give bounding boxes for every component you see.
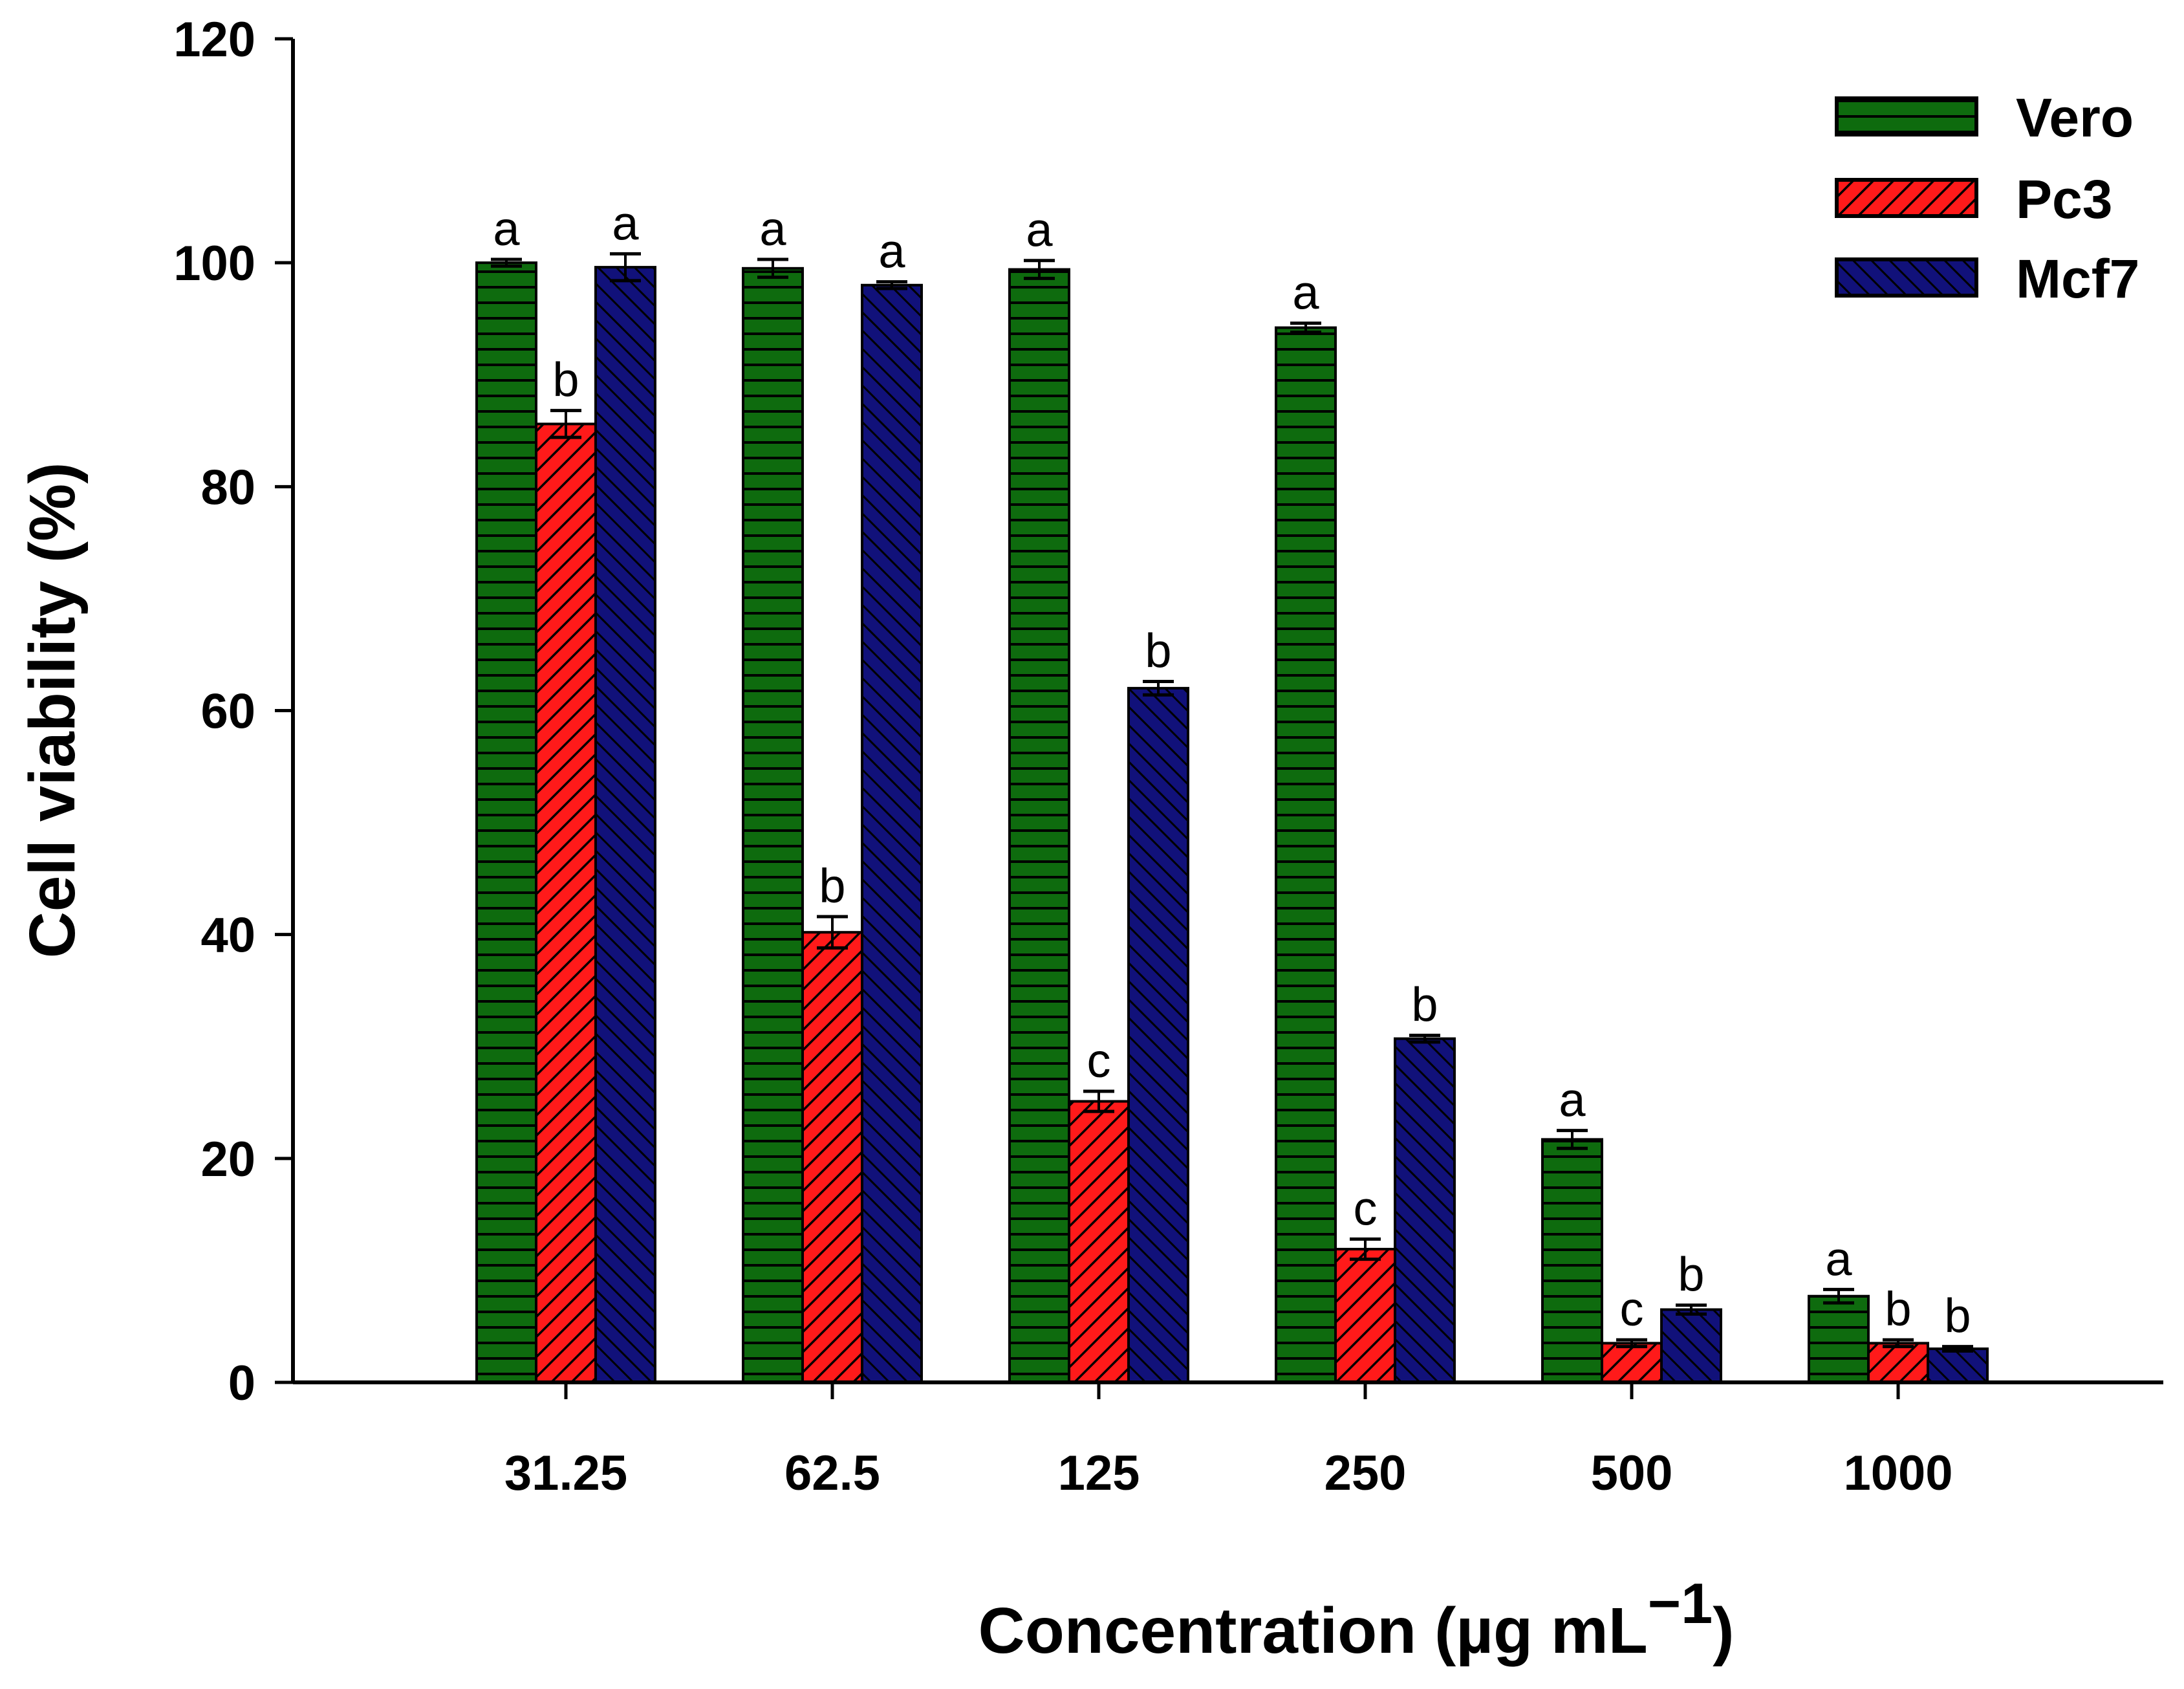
- sig-label-pc3-4: c: [1620, 1282, 1644, 1336]
- bar-vero-1: [742, 267, 804, 1384]
- x-axis-title: Concentration (µg mL−1): [978, 1571, 1734, 1667]
- error-bar-vero-5: [1823, 1287, 1854, 1305]
- error-bar-pc3-4: [1616, 1338, 1647, 1349]
- sig-label-vero-5: a: [1825, 1232, 1852, 1285]
- sig-label-pc3-2: c: [1087, 1034, 1111, 1087]
- y-tick-label-4: 80: [200, 460, 255, 515]
- sig-label-pc3-5: b: [1885, 1282, 1911, 1336]
- error-bar-vero-4: [1557, 1129, 1588, 1150]
- error-bar-pc3-0: [550, 409, 581, 439]
- sig-label-vero-3: a: [1292, 266, 1319, 320]
- bar-vero-3: [1275, 326, 1337, 1384]
- legend-swatch-vero: [1835, 96, 1978, 136]
- sig-label-pc3-1: b: [819, 859, 845, 913]
- y-tick-label-2: 40: [200, 908, 255, 963]
- legend: Vero Pc3 Mcf7: [1835, 87, 2139, 309]
- x-tick-label-0: 31.25: [504, 1446, 627, 1501]
- y-tick-label-5: 100: [173, 236, 255, 291]
- x-axis-title-superscript: −1: [1648, 1571, 1713, 1635]
- sig-label-vero-4: a: [1559, 1073, 1586, 1127]
- legend-label-vero: Vero: [2016, 87, 2134, 148]
- bar-pc3-1: [801, 931, 863, 1384]
- error-bar-pc3-5: [1883, 1338, 1914, 1349]
- y-tick-label-1: 20: [200, 1132, 255, 1187]
- sig-label-vero-2: a: [1026, 203, 1053, 257]
- error-bar-vero-1: [757, 257, 788, 279]
- legend-swatch-mcf7: [1835, 257, 1978, 298]
- bar-vero-2: [1008, 268, 1070, 1384]
- x-axis-title-main: Concentration (µg mL: [978, 1595, 1647, 1667]
- x-tick-label-1: 62.5: [784, 1446, 880, 1501]
- error-bar-vero-3: [1290, 321, 1321, 334]
- legend-label-pc3: Pc3: [2016, 169, 2112, 230]
- y-ticks-layer: 0 20 40 60 80 100 120: [173, 12, 293, 1411]
- error-bar-mcf7-5: [1942, 1345, 1973, 1353]
- error-bar-vero-2: [1024, 259, 1055, 280]
- bar-pc3-3: [1334, 1248, 1396, 1384]
- x-tick-label-3: 250: [1324, 1446, 1407, 1501]
- sig-label-pc3-3: c: [1354, 1181, 1378, 1235]
- sig-label-mcf7-4: b: [1678, 1248, 1704, 1302]
- x-tick-label-4: 500: [1591, 1446, 1673, 1501]
- bars-layer: [475, 261, 1989, 1384]
- error-bar-pc3-2: [1083, 1089, 1114, 1113]
- error-bar-pc3-3: [1350, 1237, 1381, 1261]
- y-tick-label-6: 120: [173, 12, 255, 67]
- x-axis-title-close: ): [1713, 1595, 1734, 1667]
- x-tick-label-5: 1000: [1843, 1446, 1952, 1501]
- error-bar-mcf7-2: [1143, 679, 1174, 697]
- bar-pc3-0: [535, 422, 597, 1384]
- error-bars-layer: [491, 252, 1973, 1353]
- bar-mcf7-2: [1127, 686, 1189, 1384]
- error-bar-mcf7-4: [1676, 1303, 1707, 1316]
- error-bar-mcf7-0: [610, 252, 641, 283]
- bar-vero-0: [475, 261, 537, 1384]
- bar-pc3-5: [1867, 1342, 1929, 1384]
- bar-pc3-2: [1068, 1100, 1130, 1384]
- y-tick-label-3: 60: [200, 684, 255, 739]
- sig-label-vero-0: a: [493, 202, 520, 256]
- bar-mcf7-5: [1927, 1347, 1989, 1384]
- sig-label-mcf7-1: a: [878, 224, 905, 278]
- x-ticks-layer: 31.25 62.5 125 250 500 1000: [504, 1382, 1953, 1501]
- error-bar-mcf7-3: [1409, 1033, 1440, 1044]
- legend-label-mcf7: Mcf7: [2016, 248, 2139, 309]
- bar-mcf7-1: [861, 283, 923, 1384]
- bar-vero-5: [1808, 1294, 1870, 1384]
- error-bar-vero-0: [491, 257, 522, 268]
- sig-label-vero-1: a: [759, 202, 786, 256]
- bar-mcf7-0: [594, 266, 656, 1384]
- legend-swatch-pc3: [1835, 178, 1978, 218]
- error-bar-pc3-1: [817, 915, 848, 950]
- bar-vero-4: [1541, 1138, 1603, 1384]
- sig-label-mcf7-0: a: [612, 196, 639, 250]
- bar-pc3-4: [1601, 1342, 1663, 1384]
- bar-mcf7-3: [1394, 1037, 1456, 1384]
- bar-mcf7-4: [1660, 1308, 1722, 1384]
- error-bar-mcf7-1: [876, 280, 907, 290]
- sig-label-mcf7-3: b: [1411, 977, 1438, 1031]
- x-tick-label-2: 125: [1058, 1446, 1140, 1501]
- y-tick-label-0: 0: [228, 1356, 255, 1411]
- sig-label-mcf7-2: b: [1145, 624, 1171, 677]
- sig-label-pc3-0: b: [552, 353, 579, 407]
- y-axis-title: Cell viability (%): [16, 463, 89, 959]
- sig-label-mcf7-5: b: [1944, 1289, 1971, 1343]
